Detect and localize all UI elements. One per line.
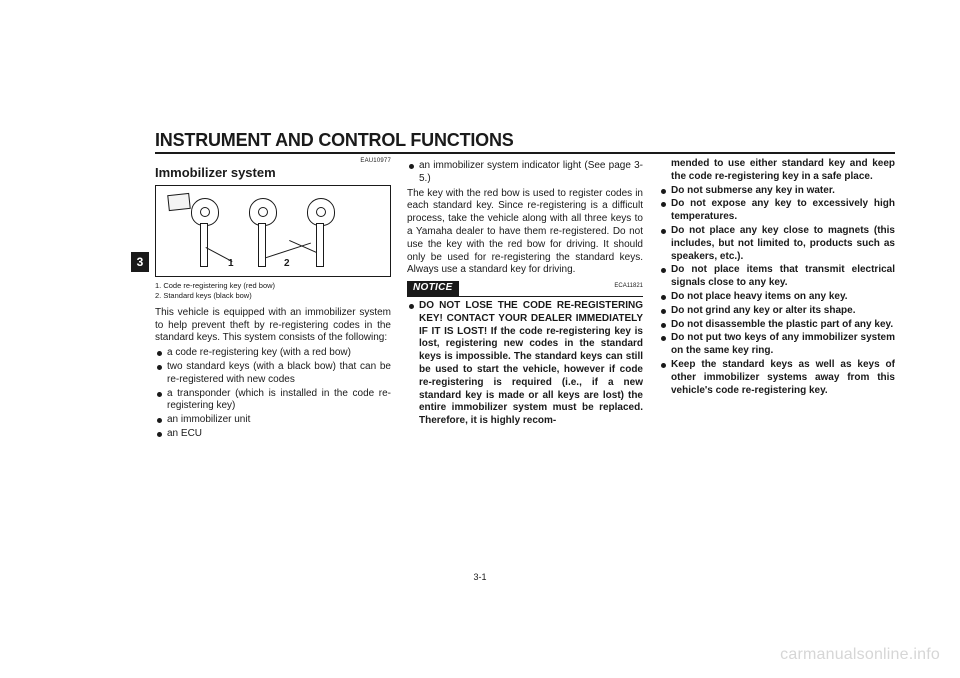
list-item: an immobilizer system indicator light (S… xyxy=(407,160,643,186)
key-red-bow xyxy=(184,198,224,266)
list-item: an immobilizer unit xyxy=(155,414,391,427)
list-item: Do not submerse any key in water. xyxy=(659,185,895,198)
list-item: Do not place heavy items on any key. xyxy=(659,291,895,304)
immobilizer-keys-figure: 1 2 xyxy=(155,185,391,277)
caption-line: 1. Code re-registering key (red bow) xyxy=(155,281,391,291)
page-title: INSTRUMENT AND CONTROL FUNCTIONS xyxy=(155,130,895,154)
list-item-continuation: mended to use either standard key and ke… xyxy=(659,158,895,184)
callout-2: 2 xyxy=(284,258,290,271)
notice-list: DO NOT LOSE THE CODE RE-REGISTERING KEY!… xyxy=(407,300,643,428)
list-item: an ECU xyxy=(155,428,391,441)
notice-label: NOTICE xyxy=(407,281,459,296)
column-3: mended to use either standard key and ke… xyxy=(659,158,895,443)
caption-line: 2. Standard keys (black bow) xyxy=(155,291,391,301)
manual-page: INSTRUMENT AND CONTROL FUNCTIONS EAU1097… xyxy=(155,130,895,443)
section-title: Immobilizer system xyxy=(155,165,391,182)
page-number: 3-1 xyxy=(473,572,486,582)
list-item: two standard keys (with a black bow) tha… xyxy=(155,361,391,387)
list-item: Do not grind any key or alter its shape. xyxy=(659,305,895,318)
callout-1: 1 xyxy=(228,258,234,271)
list-item: Keep the standard keys as well as keys o… xyxy=(659,359,895,397)
key-usage-paragraph: The key with the red bow is used to regi… xyxy=(407,188,643,278)
list-item: a transponder (which is installed in the… xyxy=(155,388,391,414)
list-item: DO NOT LOSE THE CODE RE-REGISTERING KEY!… xyxy=(407,300,643,428)
key-black-bow-2 xyxy=(300,198,340,266)
content-columns: EAU10977 Immobilizer system 1 2 xyxy=(155,158,895,443)
continued-list: an immobilizer system indicator light (S… xyxy=(407,160,643,186)
column-1: EAU10977 Immobilizer system 1 2 xyxy=(155,158,391,443)
list-item: a code re-registering key (with a red bo… xyxy=(155,347,391,360)
notice-list-continued: mended to use either standard key and ke… xyxy=(659,158,895,397)
key-black-bow-1 xyxy=(242,198,282,266)
watermark: carmanualsonline.info xyxy=(780,646,940,664)
list-item: Do not disassemble the plastic part of a… xyxy=(659,319,895,332)
column-2: an immobilizer system indicator light (S… xyxy=(407,158,643,443)
system-components-list: a code re-registering key (with a red bo… xyxy=(155,347,391,441)
list-item: Do not expose any key to excessively hig… xyxy=(659,198,895,224)
notice-rule xyxy=(407,296,643,297)
chapter-tab: 3 xyxy=(131,252,149,272)
list-item: Do not place items that transmit electri… xyxy=(659,264,895,290)
list-item: Do not put two keys of any immobilizer s… xyxy=(659,332,895,358)
figure-caption: 1. Code re-registering key (red bow) 2. … xyxy=(155,281,391,301)
intro-paragraph: This vehicle is equipped with an immobil… xyxy=(155,307,391,345)
list-item: Do not place any key close to magnets (t… xyxy=(659,225,895,263)
notice-refcode: ECA11821 xyxy=(614,283,643,291)
